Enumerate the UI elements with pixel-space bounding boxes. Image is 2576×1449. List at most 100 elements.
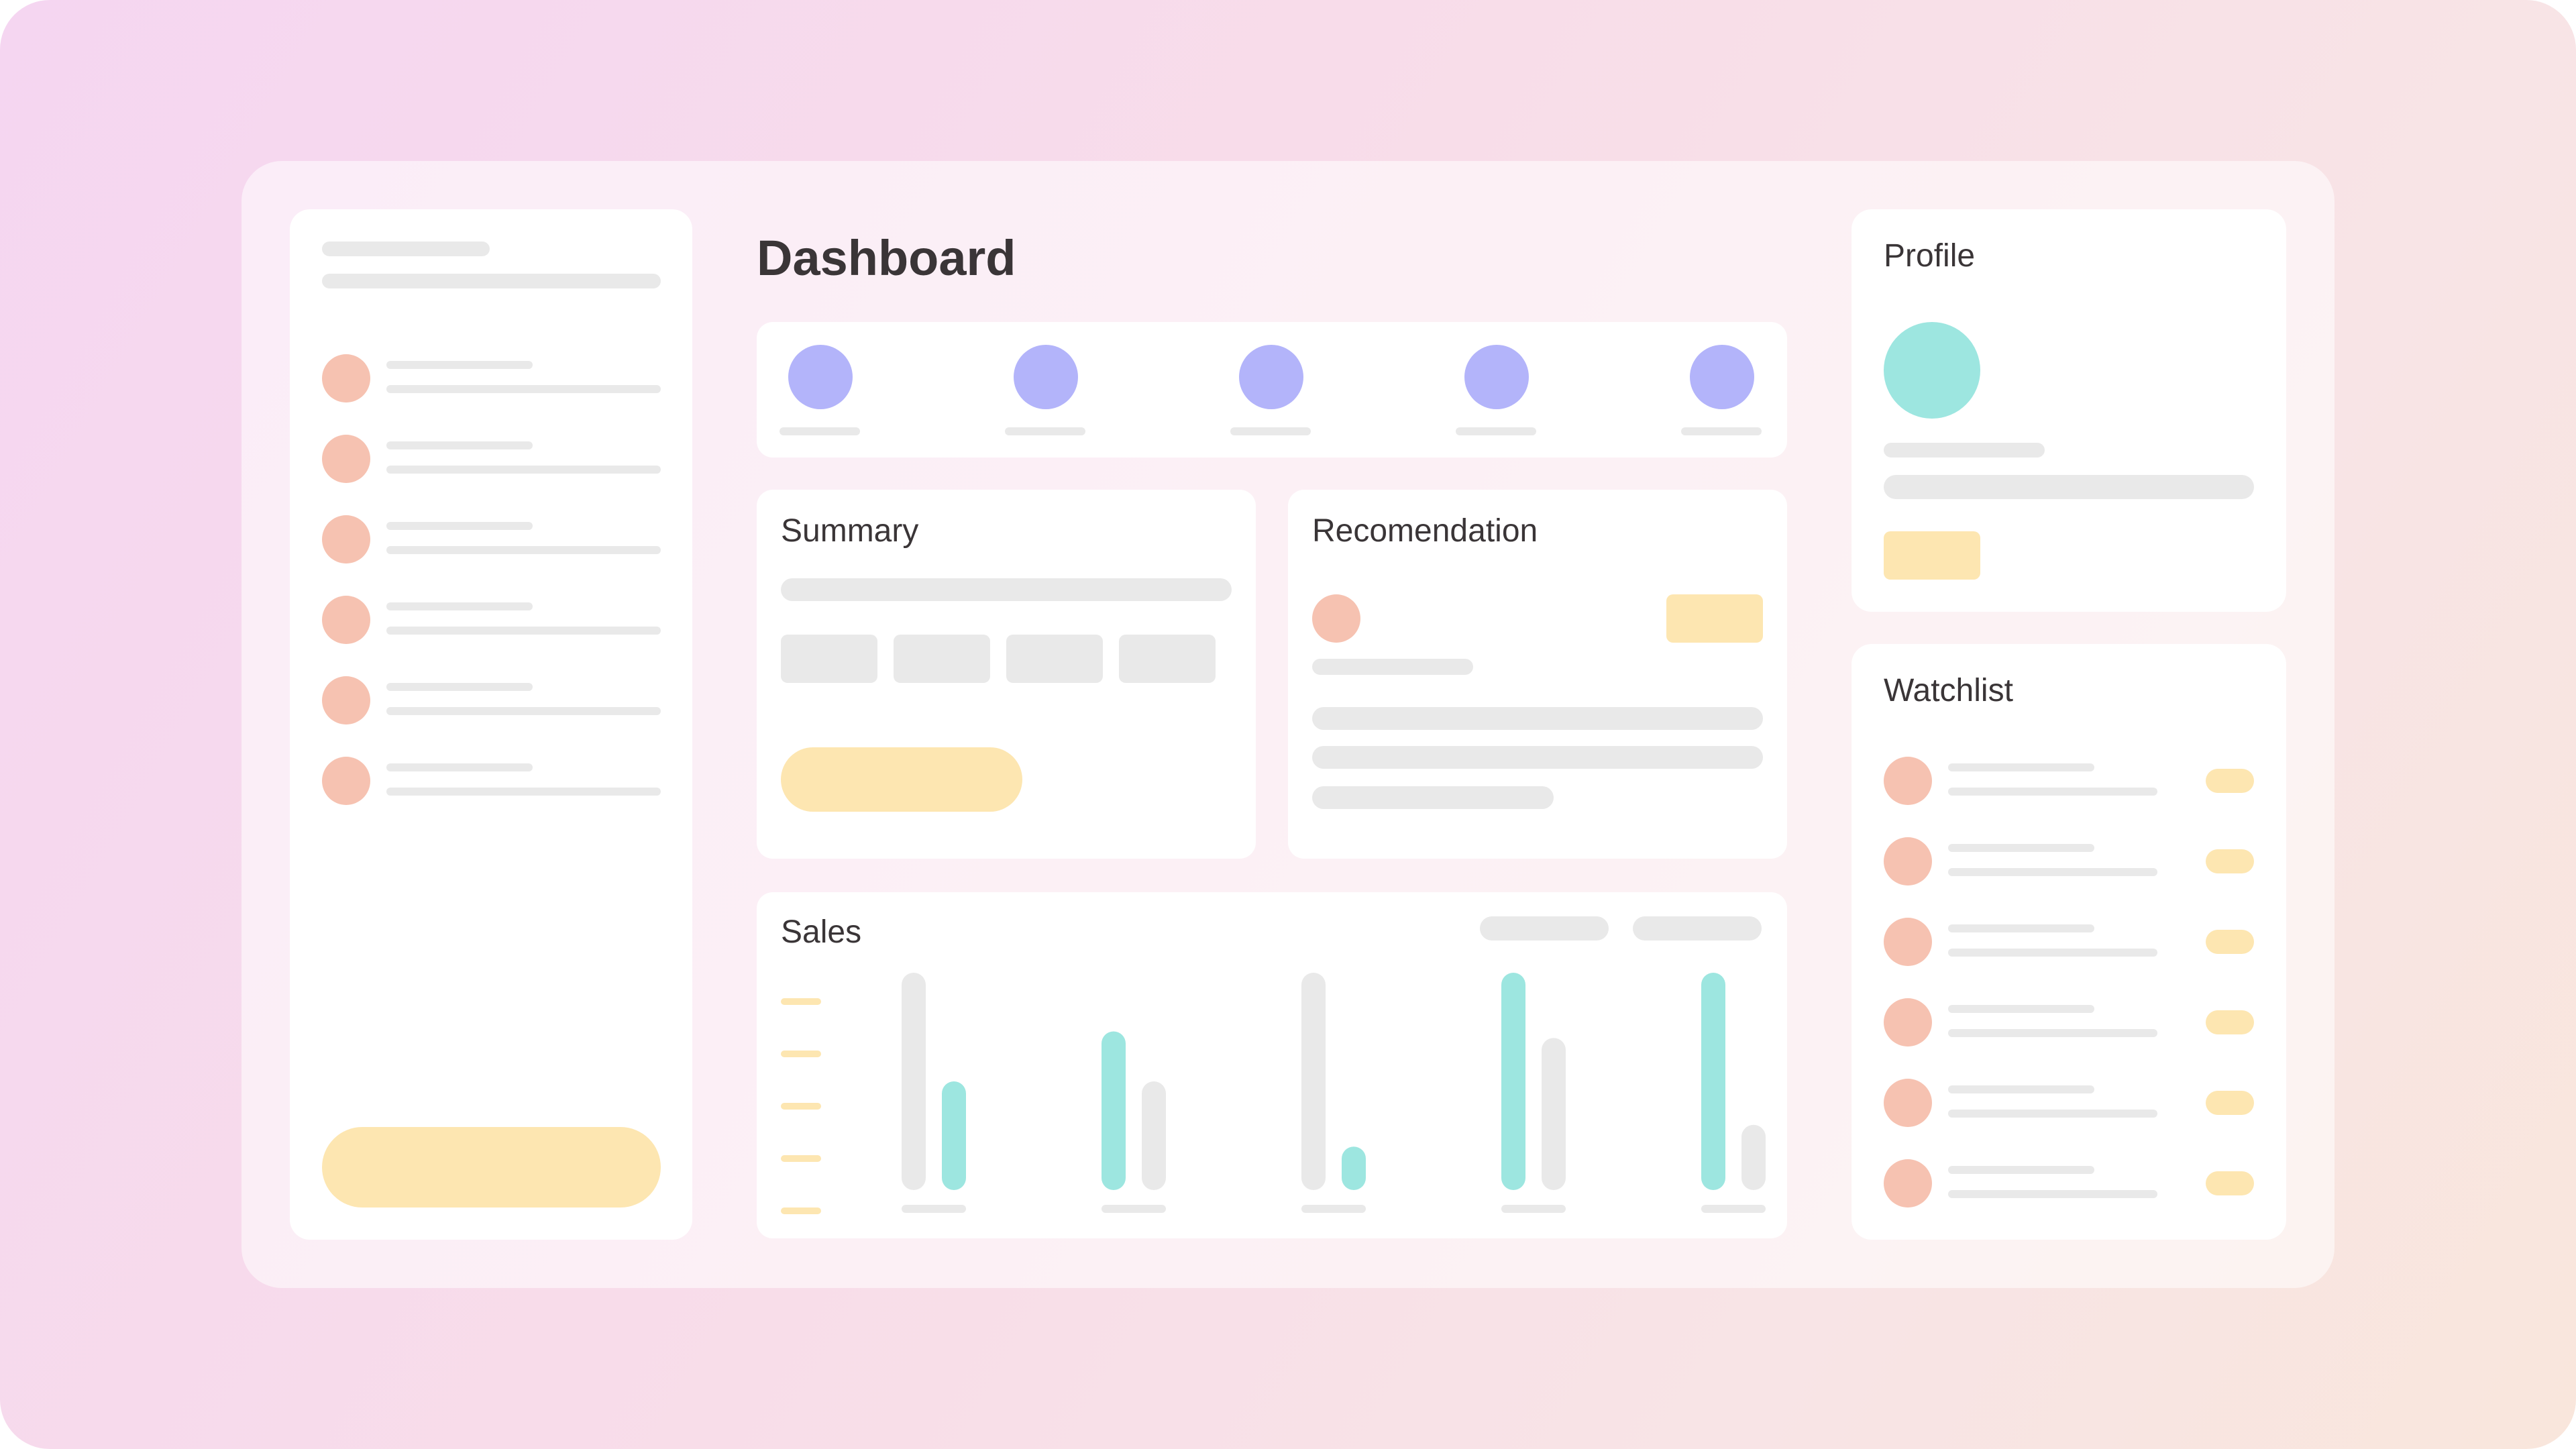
- watchlist-item-sublabel-placeholder: [1948, 1190, 2157, 1198]
- x-axis-label-placeholder: [902, 1205, 966, 1213]
- watchlist-item-badge: [2206, 1171, 2254, 1195]
- y-axis-tick: [781, 1155, 821, 1162]
- watchlist-item-badge: [2206, 1091, 2254, 1115]
- watchlist-item-badge: [2206, 930, 2254, 954]
- sidebar-item[interactable]: [322, 354, 661, 402]
- avatar: [1884, 1159, 1932, 1208]
- sales-title: Sales: [781, 914, 862, 950]
- stat-icon: [1464, 345, 1529, 409]
- avatar: [322, 354, 370, 402]
- summary-card: Summary: [757, 490, 1256, 859]
- watchlist-item[interactable]: [1884, 998, 2254, 1046]
- page-title: Dashboard: [757, 230, 1016, 286]
- stat-icon: [788, 345, 853, 409]
- recommendation-line-placeholder: [1312, 707, 1763, 730]
- avatar: [322, 596, 370, 644]
- summary-tile: [1006, 635, 1103, 683]
- y-axis-tick: [781, 1103, 821, 1110]
- sidebar-item-sublabel-placeholder: [386, 788, 661, 796]
- sales-filter-button[interactable]: [1633, 916, 1762, 941]
- bar: [942, 1081, 966, 1190]
- watchlist-item-label-placeholder: [1948, 1085, 2094, 1093]
- sidebar-header-title-placeholder: [322, 241, 490, 256]
- watchlist-item-label-placeholder: [1948, 924, 2094, 932]
- sales-card: Sales: [757, 892, 1787, 1238]
- watchlist-item[interactable]: [1884, 1079, 2254, 1127]
- sidebar-item[interactable]: [322, 676, 661, 724]
- bar: [1301, 973, 1326, 1190]
- sidebar-item[interactable]: [322, 515, 661, 564]
- avatar: [1884, 837, 1932, 885]
- summary-tile: [894, 635, 990, 683]
- stat-label-placeholder: [1005, 427, 1085, 435]
- y-axis-tick: [781, 998, 821, 1005]
- stat-item[interactable]: [1005, 345, 1085, 445]
- avatar: [322, 757, 370, 805]
- stat-item[interactable]: [1681, 345, 1762, 445]
- sidebar-item-label-placeholder: [386, 683, 533, 691]
- sidebar-item-label-placeholder: [386, 441, 533, 449]
- sidebar-item[interactable]: [322, 596, 661, 644]
- stat-icon: [1239, 345, 1303, 409]
- stat-item[interactable]: [1230, 345, 1311, 445]
- sidebar-item-sublabel-placeholder: [386, 385, 661, 393]
- watchlist-item-sublabel-placeholder: [1948, 868, 2157, 876]
- bar: [1102, 1031, 1126, 1190]
- sidebar-header-subtitle-placeholder: [322, 274, 661, 288]
- recommendation-line-placeholder: [1312, 746, 1763, 769]
- bar: [1701, 973, 1725, 1190]
- watchlist-item-sublabel-placeholder: [1948, 1029, 2157, 1037]
- x-axis-label-placeholder: [1701, 1205, 1766, 1213]
- watchlist-item-badge: [2206, 769, 2254, 793]
- profile-avatar: [1884, 322, 1980, 419]
- watchlist-item[interactable]: [1884, 757, 2254, 805]
- sidebar: [290, 209, 692, 1240]
- bar: [1542, 1038, 1566, 1190]
- profile-action-button[interactable]: [1884, 531, 1980, 580]
- stat-icon: [1014, 345, 1078, 409]
- bar: [1342, 1146, 1366, 1190]
- sidebar-item-label-placeholder: [386, 522, 533, 530]
- stat-item[interactable]: [780, 345, 860, 445]
- summary-title: Summary: [781, 513, 919, 549]
- sales-filter-button[interactable]: [1480, 916, 1609, 941]
- avatar: [1884, 757, 1932, 805]
- watchlist-item-badge: [2206, 849, 2254, 873]
- watchlist-item[interactable]: [1884, 1159, 2254, 1208]
- watchlist-item-label-placeholder: [1948, 763, 2094, 771]
- avatar: [1884, 918, 1932, 966]
- summary-line-placeholder: [781, 578, 1232, 601]
- bar: [1501, 973, 1525, 1190]
- app-window: Dashboard: [241, 161, 2334, 1288]
- sidebar-item-label-placeholder: [386, 361, 533, 369]
- watchlist-item-label-placeholder: [1948, 1005, 2094, 1013]
- summary-tile: [1119, 635, 1216, 683]
- sidebar-item[interactable]: [322, 435, 661, 483]
- watchlist-item[interactable]: [1884, 918, 2254, 966]
- stat-label-placeholder: [1230, 427, 1311, 435]
- summary-action-button[interactable]: [781, 747, 1022, 812]
- avatar: [1312, 594, 1360, 643]
- recommendation-tag-button[interactable]: [1666, 594, 1763, 643]
- sales-chart: [781, 973, 1766, 1214]
- profile-title: Profile: [1884, 238, 1976, 274]
- avatar: [322, 515, 370, 564]
- sidebar-item[interactable]: [322, 757, 661, 805]
- profile-name-placeholder: [1884, 443, 2045, 458]
- watchlist-item[interactable]: [1884, 837, 2254, 885]
- watchlist-card: Watchlist: [1851, 644, 2286, 1240]
- recommendation-title: Recomendation: [1312, 513, 1538, 549]
- x-axis-label-placeholder: [1301, 1205, 1366, 1213]
- recommendation-name-placeholder: [1312, 659, 1473, 675]
- stat-label-placeholder: [780, 427, 860, 435]
- stat-item[interactable]: [1456, 345, 1536, 445]
- recommendation-line-placeholder: [1312, 786, 1554, 809]
- profile-card: Profile: [1851, 209, 2286, 612]
- recommendation-card: Recomendation: [1288, 490, 1787, 859]
- bar: [1741, 1124, 1766, 1190]
- profile-detail-placeholder: [1884, 475, 2254, 499]
- y-axis-tick: [781, 1208, 821, 1214]
- watchlist-item-badge: [2206, 1010, 2254, 1034]
- sidebar-action-button[interactable]: [322, 1127, 661, 1208]
